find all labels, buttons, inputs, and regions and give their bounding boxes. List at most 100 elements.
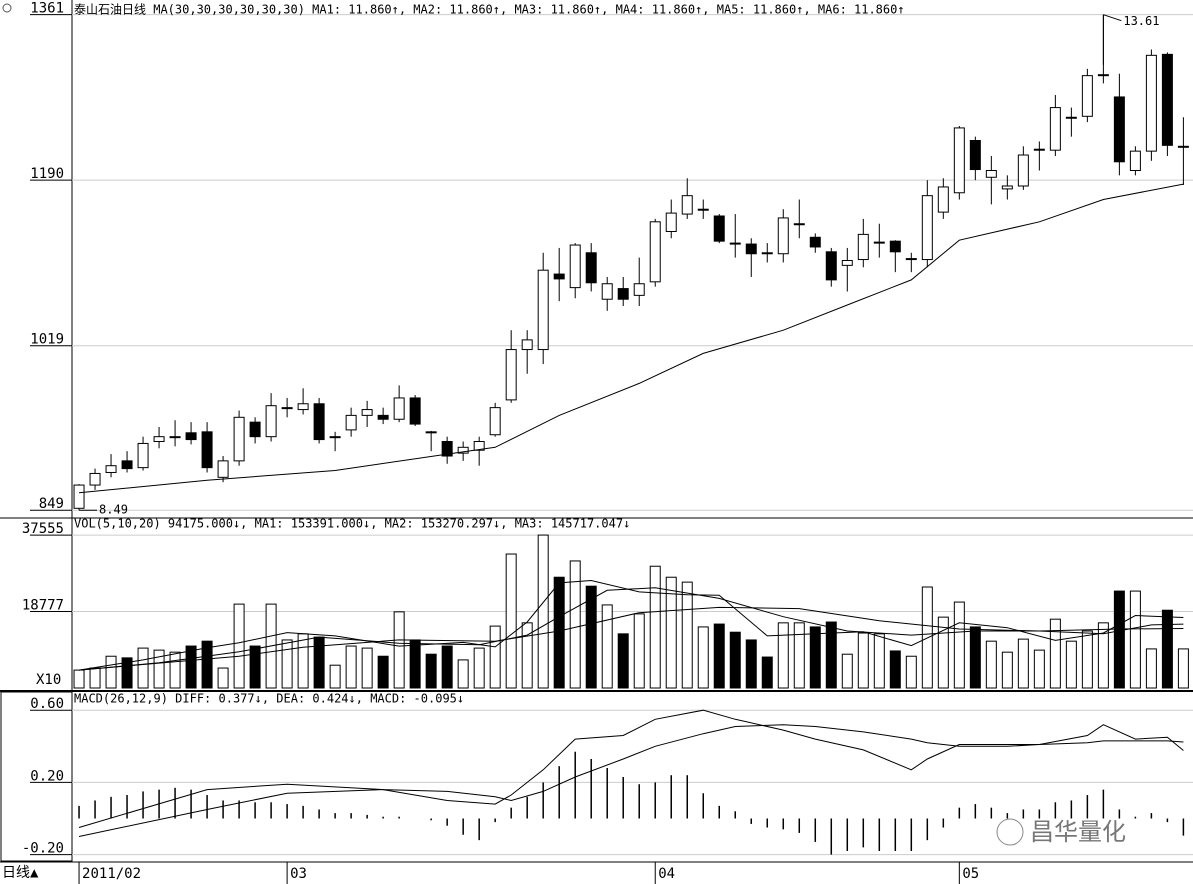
- candle-body: [873, 241, 885, 244]
- candle-body: [1001, 185, 1013, 190]
- candle-body: [729, 242, 741, 245]
- volume-bar: [441, 645, 453, 689]
- candle-body: [137, 442, 149, 469]
- volume-bar: [249, 645, 261, 689]
- volume-bar: [889, 650, 901, 689]
- period-label[interactable]: 日线▲: [2, 865, 39, 881]
- volume-bar: [585, 585, 597, 689]
- candle-body: [537, 269, 549, 351]
- candle-body: [857, 233, 869, 261]
- volume-bar: [1113, 590, 1125, 689]
- volume-bar: [761, 656, 773, 689]
- volume-bar: [537, 534, 549, 689]
- candle-body: [889, 240, 901, 253]
- candle-body: [441, 441, 453, 457]
- candle-body: [105, 465, 117, 473]
- y-tick-label: 1361: [30, 1, 64, 17]
- candle-body: [1081, 75, 1093, 117]
- candle-body: [1113, 96, 1125, 163]
- indicator-line: [78, 724, 1184, 837]
- candle-body: [1017, 154, 1029, 187]
- candle-body: [1065, 116, 1077, 119]
- candle-body: [457, 446, 469, 454]
- candle-body: [777, 217, 789, 255]
- candle-body: [489, 407, 501, 436]
- volume-bar: [361, 647, 373, 689]
- indicator-line: [78, 183, 1184, 494]
- annotation-leader: [1102, 14, 1122, 65]
- settings-icon[interactable]: [2, 3, 12, 13]
- x-tick-label: 05: [962, 866, 979, 882]
- volume-bar: [601, 604, 613, 689]
- candle-body: [89, 472, 101, 486]
- volume-bar: [825, 621, 837, 689]
- volume-bar: [617, 633, 629, 689]
- volume-bar: [185, 645, 197, 689]
- candle-body: [473, 441, 485, 451]
- candle-body: [553, 273, 565, 280]
- volume-bar: [1001, 651, 1013, 689]
- volume-bar: [425, 653, 437, 689]
- volume-bar: [473, 647, 485, 689]
- indicator-line: [78, 709, 1184, 828]
- candle-body: [569, 244, 581, 289]
- candle-body: [361, 409, 373, 416]
- volume-bar: [1065, 640, 1077, 689]
- panel-box: [0, 691, 73, 862]
- volume-bar: [521, 622, 533, 689]
- volume-bar: [681, 581, 693, 689]
- volume-bar: [745, 639, 757, 689]
- candle-body: [377, 414, 389, 420]
- candle-body: [617, 288, 629, 300]
- y-tick-label: 0.20: [30, 768, 64, 784]
- unit-label: X10: [36, 672, 61, 688]
- volume-bar: [329, 664, 341, 689]
- candle-body: [1145, 54, 1157, 152]
- candle-body: [217, 460, 229, 478]
- volume-bar: [953, 601, 965, 689]
- volume-bar: [281, 639, 293, 689]
- candle-body: [297, 403, 309, 411]
- volume-bar: [345, 645, 357, 689]
- x-tick-label: 03: [290, 866, 307, 882]
- y-tick-label: 0.60: [30, 696, 64, 712]
- panel-title: 泰山石油日线 MA(30,30,30,30,30,30) MA1: 11.860…: [74, 3, 905, 17]
- panel-title: VOL(5,10,20) 94175.000↓, MA1: 153391.000…: [74, 517, 630, 531]
- candle-body: [809, 236, 821, 248]
- candle-body: [393, 397, 405, 420]
- volume-bar: [1129, 590, 1141, 689]
- candle-body: [713, 215, 725, 242]
- candle-body: [249, 421, 261, 438]
- volume-bar: [89, 667, 101, 689]
- x-tick-label: 04: [658, 866, 675, 882]
- watermark: 昌华量化: [1030, 818, 1126, 846]
- x-tick-label: 2011/02: [82, 866, 141, 882]
- candle-body: [1097, 74, 1109, 77]
- candle-body: [649, 221, 661, 283]
- candle-body: [1049, 107, 1061, 151]
- volume-bar: [489, 625, 501, 689]
- volume-bar: [377, 655, 389, 689]
- volume-bar: [457, 659, 469, 689]
- candle-body: [121, 460, 133, 470]
- candle-body: [665, 212, 677, 232]
- volume-bar: [713, 623, 725, 689]
- candle-body: [409, 397, 421, 425]
- candle-body: [185, 432, 197, 441]
- volume-bar: [169, 651, 181, 689]
- volume-bar: [393, 611, 405, 689]
- panel-title: MACD(26,12,9) DIFF: 0.377↓, DEA: 0.424↓,…: [74, 692, 464, 706]
- candle-body: [761, 252, 773, 255]
- volume-bar: [569, 560, 581, 689]
- candle-body: [281, 407, 293, 410]
- volume-bar: [1017, 638, 1029, 689]
- volume-bar: [73, 669, 85, 689]
- candle-body: [937, 186, 949, 213]
- candle-body: [985, 170, 997, 178]
- candle-body: [345, 414, 357, 431]
- volume-bar: [969, 626, 981, 689]
- volume-bar: [137, 647, 149, 689]
- candle-body: [153, 436, 165, 443]
